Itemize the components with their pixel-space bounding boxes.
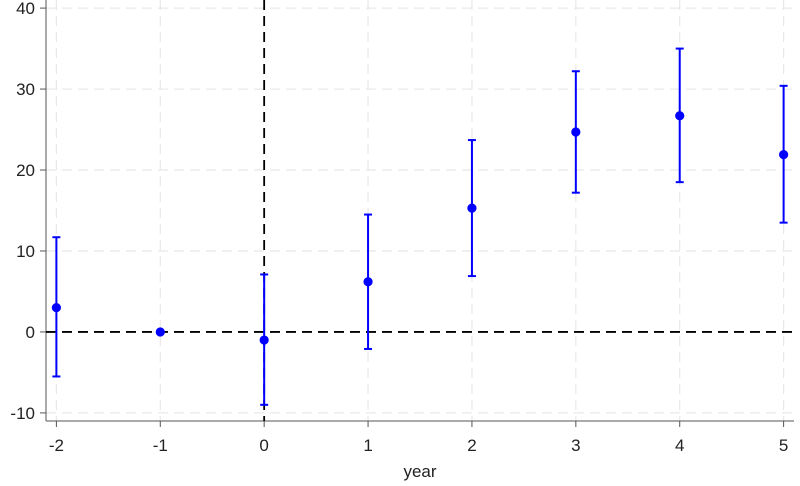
reference-lines [46,0,794,421]
x-tick-label: 2 [467,436,476,455]
x-tick-label: 4 [675,436,684,455]
data-point [363,277,373,287]
data-point [51,303,61,313]
x-tick-label: 3 [571,436,580,455]
data-point [467,203,477,213]
error-bars [52,47,788,406]
y-tick-label: 40 [16,0,35,18]
x-tick-label: 5 [779,436,788,455]
x-tick-label: -1 [153,436,168,455]
data-points [51,111,789,345]
x-tick-label: -2 [49,436,64,455]
y-tick-label: 0 [26,323,35,342]
axes [40,0,794,427]
y-tick-label: 10 [16,242,35,261]
x-axis-title: year [403,462,436,481]
x-tick-label: 1 [363,436,372,455]
x-tick-label: 0 [259,436,268,455]
y-tick-labels: -10 0 10 20 30 40 [10,0,35,423]
x-tick-labels: -2 -1 0 1 2 3 4 5 [49,436,789,455]
y-tick-label: -10 [10,404,35,423]
data-point [571,127,581,137]
data-point [259,335,269,345]
data-point [779,150,789,160]
y-tick-label: 20 [16,161,35,180]
data-point [155,327,165,337]
grid-lines [46,0,794,421]
y-tick-label: 30 [16,80,35,99]
data-point [675,111,685,121]
